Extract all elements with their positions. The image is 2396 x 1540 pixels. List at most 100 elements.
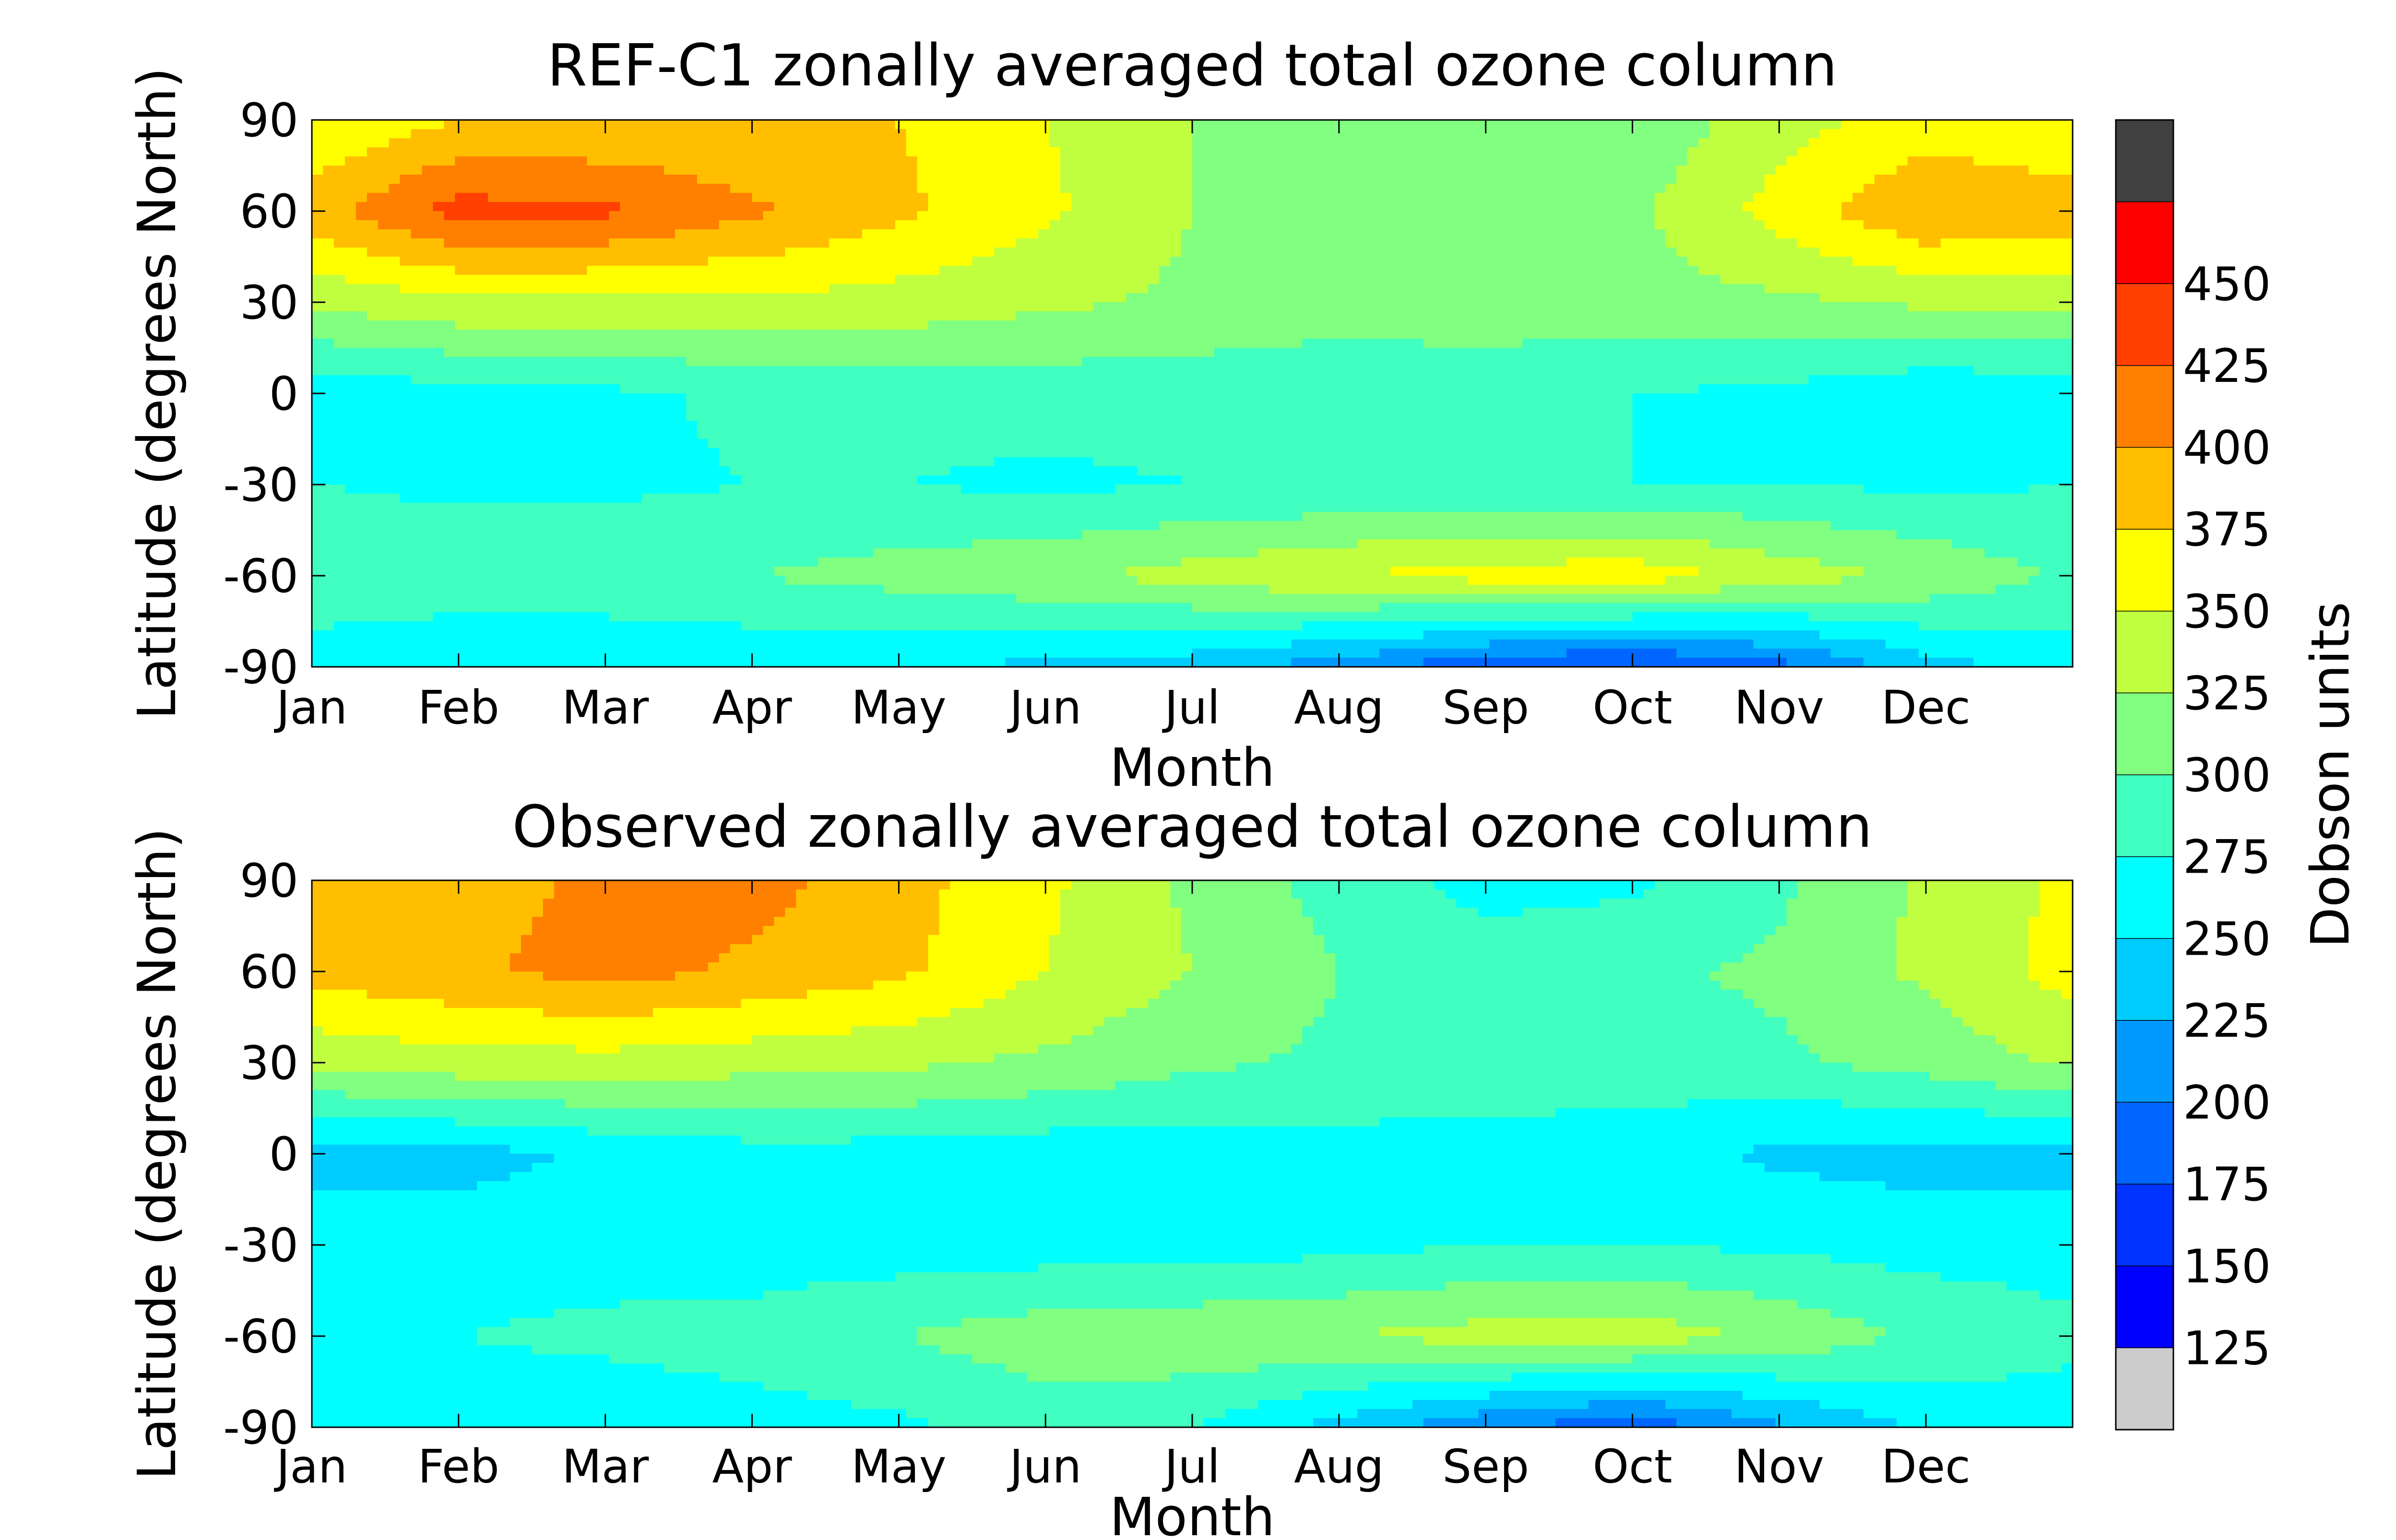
field-cell	[1489, 384, 1501, 394]
field-cell	[1665, 120, 1677, 130]
field-cell	[422, 293, 434, 303]
field-cell	[1203, 202, 1215, 212]
field-cell	[587, 257, 599, 266]
field-cell	[1049, 330, 1061, 339]
field-cell	[1665, 293, 1677, 303]
field-cell	[730, 175, 742, 184]
field-cell	[1071, 357, 1083, 367]
field-cell	[675, 403, 687, 412]
field-cell	[1148, 284, 1160, 294]
field-cell	[1897, 175, 1908, 184]
field-cell	[818, 320, 830, 330]
field-cell	[455, 202, 466, 212]
field-cell	[543, 120, 555, 130]
field-cell	[653, 166, 664, 175]
field-cell	[972, 211, 984, 221]
field-cell	[2040, 348, 2051, 357]
field-cell	[1621, 330, 1633, 339]
field-cell	[1731, 357, 1743, 367]
field-cell	[1698, 211, 1710, 221]
field-cell	[1038, 275, 1050, 284]
field-cell	[1863, 375, 1875, 385]
field-cell	[1742, 266, 1754, 275]
field-cell	[741, 129, 753, 139]
field-cell	[741, 248, 753, 257]
field-cell	[411, 129, 423, 139]
field-cell	[1280, 156, 1292, 166]
field-cell	[796, 147, 807, 157]
field-cell	[1995, 193, 2007, 202]
field-cell	[664, 138, 676, 148]
field-cell	[2017, 266, 2029, 275]
field-cell	[587, 366, 599, 376]
field-cell	[1027, 211, 1039, 221]
field-cell	[1984, 284, 1996, 294]
field-cell	[455, 147, 466, 157]
field-cell	[1071, 193, 1083, 202]
field-cell	[1379, 129, 1391, 139]
field-cell	[1643, 147, 1655, 157]
field-cell	[1456, 393, 1468, 403]
field-cell	[983, 202, 995, 212]
field-cell	[411, 403, 423, 412]
field-cell	[763, 211, 775, 221]
field-cell	[1852, 339, 1864, 348]
field-cell	[851, 248, 863, 257]
field-cell	[444, 166, 455, 175]
field-cell	[1566, 211, 1578, 221]
field-cell	[1819, 348, 1831, 357]
field-cell	[1929, 184, 1941, 193]
field-cell	[961, 147, 973, 157]
field-cell	[642, 220, 653, 230]
field-cell	[1764, 330, 1776, 339]
field-cell	[477, 129, 488, 139]
field-cell	[719, 284, 731, 294]
field-cell	[972, 156, 984, 166]
field-cell	[1775, 120, 1787, 130]
field-cell	[422, 348, 434, 357]
field-cell	[1423, 339, 1435, 348]
field-cell	[1203, 275, 1215, 284]
field-cell	[1324, 220, 1336, 230]
field-cell	[554, 257, 566, 266]
field-cell	[2040, 120, 2051, 130]
field-cell	[1082, 220, 1094, 230]
field-cell	[708, 238, 720, 248]
field-cell	[1170, 293, 1182, 303]
field-cell	[609, 311, 621, 321]
field-cell	[818, 147, 830, 157]
field-cell	[498, 275, 510, 284]
field-cell	[1390, 156, 1402, 166]
field-cell	[686, 156, 698, 166]
field-cell	[1137, 293, 1149, 303]
field-cell	[333, 202, 345, 212]
field-cell	[895, 156, 907, 166]
field-cell	[1390, 175, 1402, 184]
field-cell	[1786, 293, 1798, 303]
field-cell	[906, 393, 918, 403]
field-cell	[1753, 238, 1765, 248]
field-cell	[1874, 375, 1886, 385]
field-cell	[1544, 311, 1556, 321]
field-cell	[1379, 366, 1391, 376]
field-cell	[763, 156, 775, 166]
field-cell	[1720, 275, 1732, 284]
field-cell	[1038, 366, 1050, 376]
field-cell	[906, 302, 918, 312]
field-cell	[818, 375, 830, 385]
field-cell	[1456, 220, 1468, 230]
field-cell	[1324, 175, 1336, 184]
field-cell	[1544, 320, 1556, 330]
field-cell	[642, 275, 653, 284]
field-cell	[851, 275, 863, 284]
field-cell	[873, 138, 885, 148]
field-cell	[1786, 129, 1798, 139]
field-cell	[983, 184, 995, 193]
field-cell	[598, 193, 610, 202]
field-cell	[1137, 156, 1149, 166]
field-cell	[1115, 238, 1127, 248]
field-cell	[1676, 366, 1688, 376]
field-cell	[1775, 184, 1787, 193]
field-cell	[1192, 302, 1204, 312]
field-cell	[972, 375, 984, 385]
